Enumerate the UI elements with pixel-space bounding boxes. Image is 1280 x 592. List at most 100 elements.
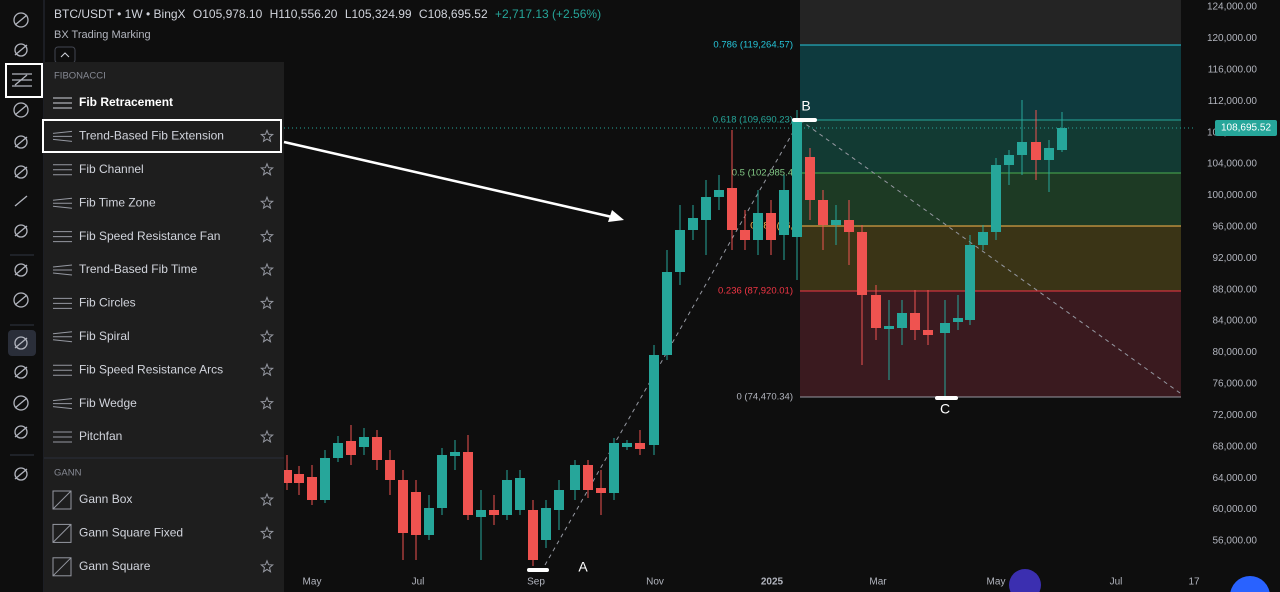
favorite-star[interactable]: [260, 262, 274, 277]
menu-item[interactable]: Fib Circles: [79, 296, 136, 310]
favorite-star[interactable]: [260, 195, 274, 210]
favorite-star[interactable]: [260, 229, 274, 243]
candle-body: [528, 510, 538, 560]
menu-icon-shape: [52, 523, 72, 543]
price-tick-label: 80,000.00: [1213, 347, 1258, 358]
favorite-star[interactable]: [260, 296, 274, 310]
menu-items: FIBONACCI Fib Retracement Trend-Based Fib …: [44, 71, 284, 577]
fib-label: 0.5 (102,985.4: [732, 168, 793, 179]
time-tick-label: Nov: [646, 577, 664, 588]
price-tick-label: 116,000.00: [1208, 64, 1258, 75]
candle-body: [359, 437, 369, 447]
candle-body: [792, 120, 802, 237]
menu-icon-shape: [52, 398, 73, 402]
favorite-star[interactable]: [260, 396, 274, 410]
price-tick-label: 76,000.00: [1213, 379, 1258, 390]
menu-item[interactable]: Gann Square Fixed: [79, 526, 183, 540]
candle-body: [940, 323, 950, 333]
candle-body: [294, 474, 304, 483]
price-tick-label: 104,000.00: [1207, 159, 1257, 170]
indicator-name[interactable]: BX Trading Marking: [54, 29, 151, 41]
time-tick-label: Jul: [412, 577, 425, 588]
fib-zone: [800, 0, 1181, 45]
candle-body: [688, 218, 698, 230]
collapse-button[interactable]: [54, 46, 76, 64]
tool-icon: [14, 44, 28, 56]
tool-icon: [14, 467, 28, 481]
menu-item[interactable]: Fib Wedge: [79, 396, 137, 410]
favorite-star[interactable]: [260, 526, 274, 540]
menu-item[interactable]: Trend-Based Fib Extension: [79, 129, 224, 143]
candle-body: [307, 477, 317, 500]
symbol: BTC/USDT • 1W • BingX: [54, 7, 186, 21]
menu-item[interactable]: Pitchfan: [79, 429, 122, 443]
menu-item[interactable]: Fib Time Zone: [79, 195, 156, 209]
menu-item[interactable]: Fib Speed Resistance Fan: [79, 229, 220, 243]
menu-icon: [52, 130, 73, 142]
menu-item[interactable]: Fib Channel: [79, 162, 144, 176]
favorite-star[interactable]: [260, 129, 274, 143]
ohlc-open: O105,978.10: [193, 7, 263, 21]
candle-body: [857, 232, 867, 295]
candle-body: [910, 313, 920, 330]
menu-item[interactable]: Gann Square: [79, 559, 151, 573]
favorite-star[interactable]: [260, 429, 274, 444]
point-label: A: [578, 559, 588, 575]
favorite-star[interactable]: [260, 362, 274, 377]
trend-line: [799, 119, 1181, 394]
tool-icon: [14, 425, 28, 439]
tool-icon: [14, 135, 28, 149]
favorite-star[interactable]: [260, 492, 274, 507]
menu-item[interactable]: Trend-Based Fib Time: [79, 262, 198, 276]
menu-item[interactable]: Fib Spiral: [79, 329, 130, 343]
selected-tool[interactable]: [5, 63, 43, 98]
arrow-head: [608, 210, 624, 222]
candle-body: [662, 272, 672, 355]
menu-icon: [52, 331, 73, 343]
tool-icon: [14, 195, 28, 207]
candle-body: [333, 443, 343, 458]
fib-zone: [800, 173, 1181, 226]
tool-icon: [13, 102, 29, 118]
menu-icon: [53, 164, 72, 176]
price-axis: [1196, 0, 1280, 592]
favorite-star[interactable]: [260, 162, 274, 176]
point-label: B: [801, 98, 810, 114]
fib-label: 0 (74,470.34): [736, 392, 793, 403]
candle-body: [965, 245, 975, 320]
menu-icon: [52, 557, 72, 577]
menu-icon: [53, 364, 72, 376]
favorite-star[interactable]: [260, 559, 274, 573]
candle-body: [1004, 155, 1014, 165]
menu-icon-shape: [52, 490, 72, 510]
menu-item[interactable]: Gann Box: [79, 492, 132, 506]
tool-icon: [13, 395, 29, 411]
candle-body: [844, 220, 854, 232]
fib-label: 0.618 (109,690.23): [713, 115, 793, 126]
current-price-box: [1215, 120, 1277, 136]
highlight-box: [42, 119, 282, 153]
candle-body: [463, 452, 473, 515]
favorite-star[interactable]: [260, 329, 274, 343]
chevron-icon: [60, 52, 70, 58]
price-tick-label: 112,000.00: [1208, 96, 1258, 107]
fib-zone: [800, 120, 1181, 173]
price-tick-label: 60,000.00: [1213, 504, 1258, 515]
menu-icon-shape: [52, 205, 73, 209]
tool-menu: [44, 62, 284, 592]
candle-body: [596, 488, 606, 493]
candle-body: [398, 480, 408, 533]
candle-body: [978, 232, 988, 245]
candle-body: [635, 443, 645, 449]
tool-icon: [14, 365, 28, 379]
tool-icon: [14, 468, 28, 480]
help-button[interactable]: [1230, 576, 1270, 592]
ohlc-low: L105,324.99: [345, 7, 412, 21]
menu-icon: [53, 297, 72, 309]
menu-item[interactable]: Fib Retracement: [79, 95, 173, 109]
time-tick-label: Sep: [527, 577, 545, 588]
candle-body: [450, 452, 460, 456]
menu-item[interactable]: Fib Speed Resistance Arcs: [79, 362, 223, 376]
tool-icon: [14, 225, 28, 237]
logo[interactable]: [1009, 569, 1041, 592]
